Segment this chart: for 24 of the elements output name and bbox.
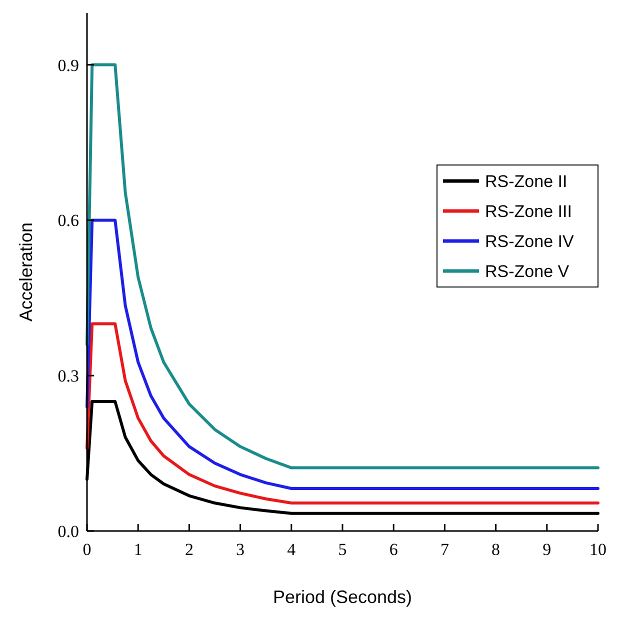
x-tick-label: 6 (389, 540, 398, 559)
x-tick-label: 7 (440, 540, 450, 559)
line-series (86, 322, 600, 505)
x-tick-label: 5 (338, 540, 347, 559)
x-tick-label: 1 (134, 540, 142, 559)
legend-label: RS-Zone IV (485, 232, 574, 251)
y-tick-label: 0.9 (58, 56, 79, 75)
y-axis-title: Acceleration (16, 222, 36, 322)
x-axis-title: Period (Seconds) (272, 587, 412, 607)
x-tick-label: 0 (82, 540, 92, 559)
x-tick-label: 4 (287, 540, 296, 559)
line-series (86, 218, 600, 490)
line-series (86, 63, 600, 470)
x-tick-label: 3 (236, 540, 245, 559)
x-tick-label: 10 (590, 540, 606, 559)
x-tick-label: 2 (184, 540, 194, 559)
legend-label: RS-Zone V (485, 262, 570, 281)
x-tick-label: 8 (492, 540, 500, 559)
y-tick-label: 0.3 (58, 366, 79, 386)
y-tick-label: 0.0 (58, 522, 79, 541)
x-tick-label: 9 (542, 540, 552, 559)
y-tick-label: 0.6 (58, 211, 79, 230)
legend-label: RS-Zone III (485, 202, 572, 221)
legend-label: RS-Zone II (485, 172, 568, 191)
